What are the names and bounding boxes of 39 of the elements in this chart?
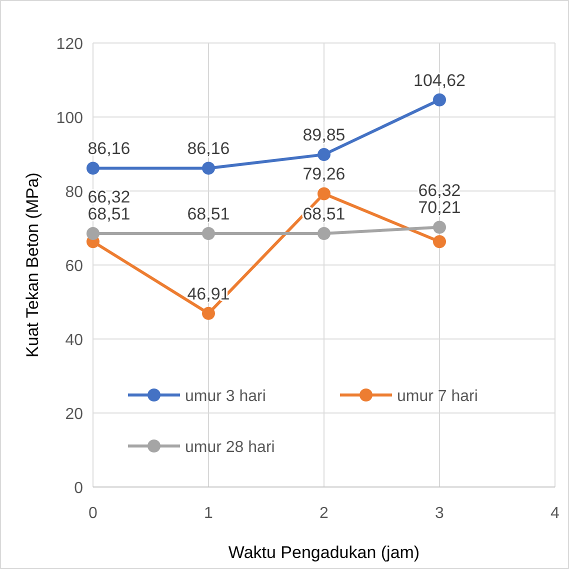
point <box>202 227 215 240</box>
data-label: 68,51 <box>88 204 130 224</box>
y-tick-label: 40 <box>65 332 84 349</box>
y-tick-label: 100 <box>56 110 84 127</box>
y-tick-label: 20 <box>65 406 84 423</box>
x-tick-label: 0 <box>88 505 98 522</box>
x-tick-label: 4 <box>550 505 560 522</box>
legend-label: umur 7 hari <box>397 388 478 405</box>
data-label: 66,32 <box>418 181 461 200</box>
x-axis-title: Waktu Pengadukan (jam) <box>228 543 420 562</box>
point <box>433 220 446 234</box>
point <box>202 162 215 175</box>
data-label: 104,62 <box>414 70 466 90</box>
x-tick-label: 3 <box>435 505 444 522</box>
point <box>86 162 100 175</box>
y-tick-label: 80 <box>65 184 84 201</box>
data-label: 66,32 <box>88 188 130 207</box>
legend-label: umur 28 hari <box>185 439 275 456</box>
point <box>318 227 330 240</box>
point <box>433 93 446 106</box>
point <box>318 187 330 200</box>
x-tick-label: 1 <box>204 505 214 522</box>
data-label: 70,21 <box>418 198 461 218</box>
point <box>86 227 100 240</box>
data-label: 86,16 <box>88 139 130 158</box>
point <box>318 148 330 162</box>
y-tick-label: 120 <box>56 36 84 53</box>
point <box>433 235 446 248</box>
data-label: 86,16 <box>187 139 230 158</box>
data-label: 68,51 <box>302 204 346 224</box>
data-label: 68,51 <box>187 204 230 224</box>
data-label: 79,26 <box>302 164 346 184</box>
data-label: 89,85 <box>302 126 346 145</box>
point <box>202 306 215 320</box>
legend-label: umur 3 hari <box>185 388 266 405</box>
y-tick-label: 60 <box>65 258 84 275</box>
y-axis-title: Kuat Tekan Beton (MPa) <box>23 172 42 358</box>
x-tick-label: 2 <box>320 505 329 522</box>
y-tick-label: 0 <box>74 480 84 497</box>
